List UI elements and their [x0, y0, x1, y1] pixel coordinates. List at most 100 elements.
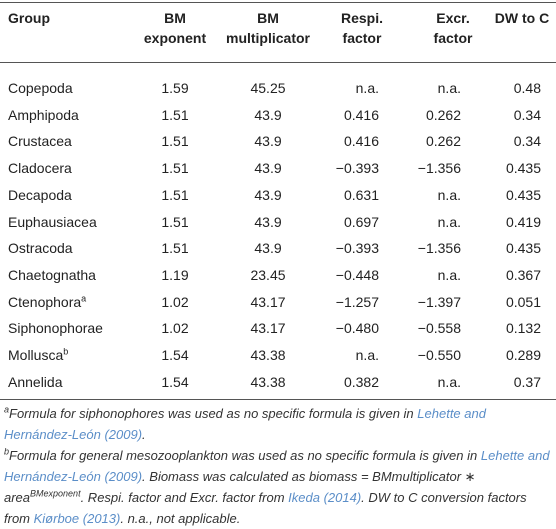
top-rule — [0, 2, 556, 3]
row-label: Siphonophorae — [8, 318, 103, 338]
cell-text: 1.59 — [161, 80, 189, 96]
cell-text: 1.02 — [161, 293, 189, 310]
cell-text: −0.558 — [417, 320, 461, 337]
table-cell: n.a. — [438, 372, 461, 392]
cell-text: n.a. — [355, 347, 379, 363]
table-cell: 43.17 — [250, 292, 285, 312]
header-line: factor — [433, 30, 473, 46]
table-cell: 43.9 — [254, 185, 281, 205]
table-cell: n.a. — [438, 185, 461, 205]
cell-text: 0.382 — [343, 373, 379, 390]
cell-text: 43.9 — [254, 160, 282, 177]
table-cell: n.a. — [356, 78, 379, 98]
table-cell: 0.419 — [506, 212, 541, 232]
cell-text: 0.262 — [425, 106, 461, 123]
header-line: Group — [8, 10, 50, 26]
cell-text: 1.51 — [161, 240, 189, 257]
table-cell: 43.9 — [254, 131, 281, 151]
cell-text: 43.38 — [250, 347, 286, 363]
footnote-mark: b — [63, 346, 69, 357]
citation-link[interactable]: Kiørboe (2013) — [33, 511, 121, 526]
table-cell: −0.448 — [336, 265, 379, 285]
table-cell: 0.435 — [506, 238, 541, 258]
cell-text: 0.416 — [343, 133, 379, 150]
cell-text: 43.9 — [254, 240, 282, 257]
table-cell: 23.45 — [250, 265, 285, 285]
table-cell: −1.397 — [418, 292, 461, 312]
header-line: DW to C — [494, 10, 550, 26]
citation-link[interactable]: Ikeda (2014) — [288, 490, 362, 505]
cell-text: 45.25 — [250, 80, 286, 96]
header-cell: Group — [8, 8, 50, 28]
table-cell: 0.34 — [514, 131, 541, 151]
cell-text: 1.51 — [161, 186, 189, 203]
table-cell: n.a. — [356, 345, 379, 365]
table-cell: 0.382 — [344, 372, 379, 392]
cell-text: Ostracoda — [8, 240, 73, 257]
header-cell: Respi. factor — [341, 8, 383, 48]
cell-text: 1.51 — [161, 213, 189, 230]
header-line: exponent — [143, 30, 207, 46]
table-cell: 0.48 — [514, 78, 541, 98]
header-line: Respi. — [340, 10, 384, 26]
table-cell: 1.02 — [161, 292, 188, 312]
row-label: Amphipoda — [8, 105, 79, 125]
cell-text: 0.419 — [505, 213, 541, 230]
header-cell: BM exponent — [144, 8, 206, 48]
cell-text: 1.19 — [161, 266, 189, 283]
cell-text: 0.34 — [513, 106, 541, 123]
cell-text: n.a. — [437, 373, 461, 390]
header-line: factor — [342, 30, 382, 46]
row-label: Annelida — [8, 372, 63, 392]
cell-text: n.a. — [355, 80, 379, 96]
cell-text: 0.37 — [513, 373, 541, 390]
cell-text: 0.631 — [343, 186, 379, 203]
table-cell: 43.38 — [250, 345, 285, 365]
footnote-text: . n.a., not applicable. — [120, 511, 241, 526]
row-label: Decapoda — [8, 185, 72, 205]
cell-text: Mollusca — [8, 347, 64, 363]
header-line: Excr. — [436, 10, 470, 26]
cell-text: 0.435 — [505, 240, 541, 257]
table-cell: 1.51 — [161, 212, 188, 232]
cell-text: 1.02 — [161, 320, 189, 337]
table-cell: 1.51 — [161, 105, 188, 125]
table-cell: 1.54 — [161, 372, 188, 392]
footnote-text: . — [142, 427, 146, 442]
table-cell: 1.51 — [161, 158, 188, 178]
table-cell: −1.257 — [336, 292, 379, 312]
cell-text: Siphonophorae — [8, 320, 103, 337]
citation-link[interactable]: Lehette and Hernández-León (2009) — [4, 448, 550, 484]
cell-text: −0.448 — [335, 266, 379, 283]
table-cell: −0.558 — [418, 318, 461, 338]
table-cell: 43.9 — [254, 105, 281, 125]
table-cell: −1.356 — [418, 158, 461, 178]
cell-text: 23.45 — [250, 266, 286, 283]
table-cell: 43.9 — [254, 158, 281, 178]
cell-text: −0.393 — [335, 160, 379, 177]
cell-text: Euphausiacea — [8, 213, 97, 230]
cell-text: 0.435 — [505, 160, 541, 177]
cell-text: 0.435 — [505, 186, 541, 203]
cell-text: n.a. — [437, 186, 461, 203]
header-line: BM — [257, 10, 279, 26]
cell-text: n.a. — [437, 266, 461, 283]
row-label: Copepoda — [8, 78, 73, 98]
cell-text: Copepoda — [8, 80, 73, 96]
cell-text: −1.356 — [417, 240, 461, 257]
header-cell: Excr. factor — [434, 8, 473, 48]
cell-text: 0.262 — [425, 133, 461, 150]
table-cell: 1.02 — [161, 318, 188, 338]
cell-text: 1.54 — [161, 373, 189, 390]
footnote-mark: b — [4, 446, 10, 457]
table-cell: 0.262 — [426, 131, 461, 151]
table-cell: −0.480 — [336, 318, 379, 338]
table-cell: 0.631 — [344, 185, 379, 205]
citation-link[interactable]: Lehette and Hernández-León (2009) — [4, 406, 486, 442]
cell-text: 1.54 — [161, 347, 189, 363]
table-cell: 1.51 — [161, 238, 188, 258]
table-cell: 0.416 — [344, 131, 379, 151]
table-cell: 1.51 — [161, 131, 188, 151]
row-label: Chaetognatha — [8, 265, 96, 285]
cell-text: Ctenophora — [8, 293, 82, 310]
